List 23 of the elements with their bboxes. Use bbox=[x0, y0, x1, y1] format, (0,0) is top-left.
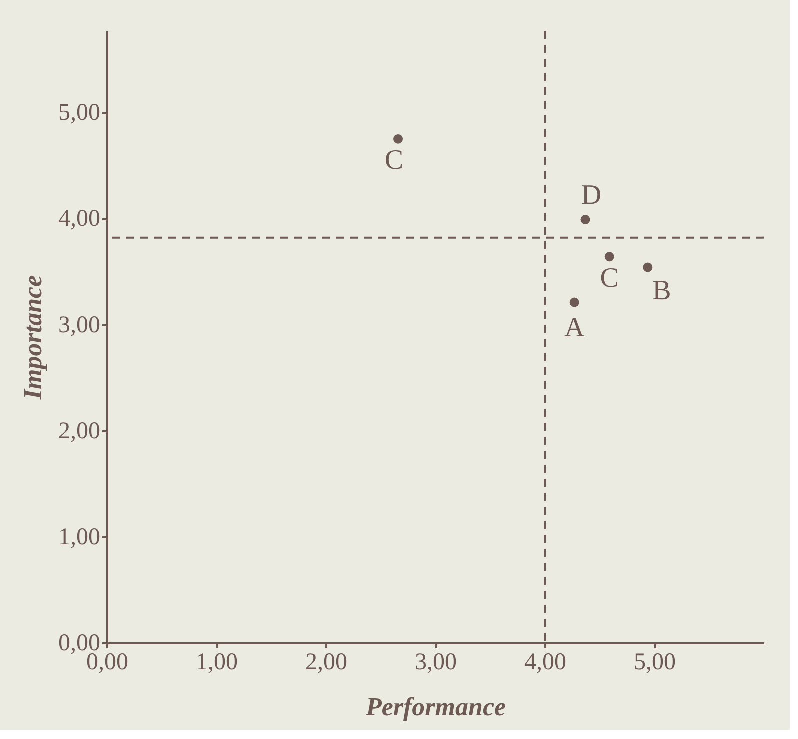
x-tick-label: 3,00 bbox=[415, 650, 457, 676]
point bbox=[570, 298, 580, 308]
y-axis-title: Importance bbox=[18, 275, 48, 401]
y-tick-label: 5,00 bbox=[58, 100, 100, 126]
data-label: B bbox=[652, 276, 672, 307]
point bbox=[394, 134, 404, 144]
y-tick-label: 3,00 bbox=[58, 312, 100, 338]
x-tick-label: 2,00 bbox=[306, 650, 348, 676]
x-tick-label: 4,00 bbox=[524, 650, 566, 676]
point bbox=[604, 252, 614, 262]
y-tick-label: 2,00 bbox=[58, 418, 100, 444]
x-tick-label: 5,00 bbox=[634, 650, 676, 676]
x-axis-title: Performance bbox=[364, 692, 506, 722]
data-label: A bbox=[564, 312, 586, 344]
data-label: D bbox=[581, 180, 602, 211]
data-label: C bbox=[600, 262, 619, 294]
x-tick-label: 1,00 bbox=[196, 650, 238, 676]
y-tick-label: 1,00 bbox=[58, 524, 100, 550]
x-tick-label: 0,00 bbox=[86, 650, 128, 676]
point bbox=[580, 215, 590, 225]
data-label: C bbox=[384, 145, 404, 176]
point bbox=[643, 262, 653, 272]
y-tick-label: 4,00 bbox=[58, 206, 100, 232]
